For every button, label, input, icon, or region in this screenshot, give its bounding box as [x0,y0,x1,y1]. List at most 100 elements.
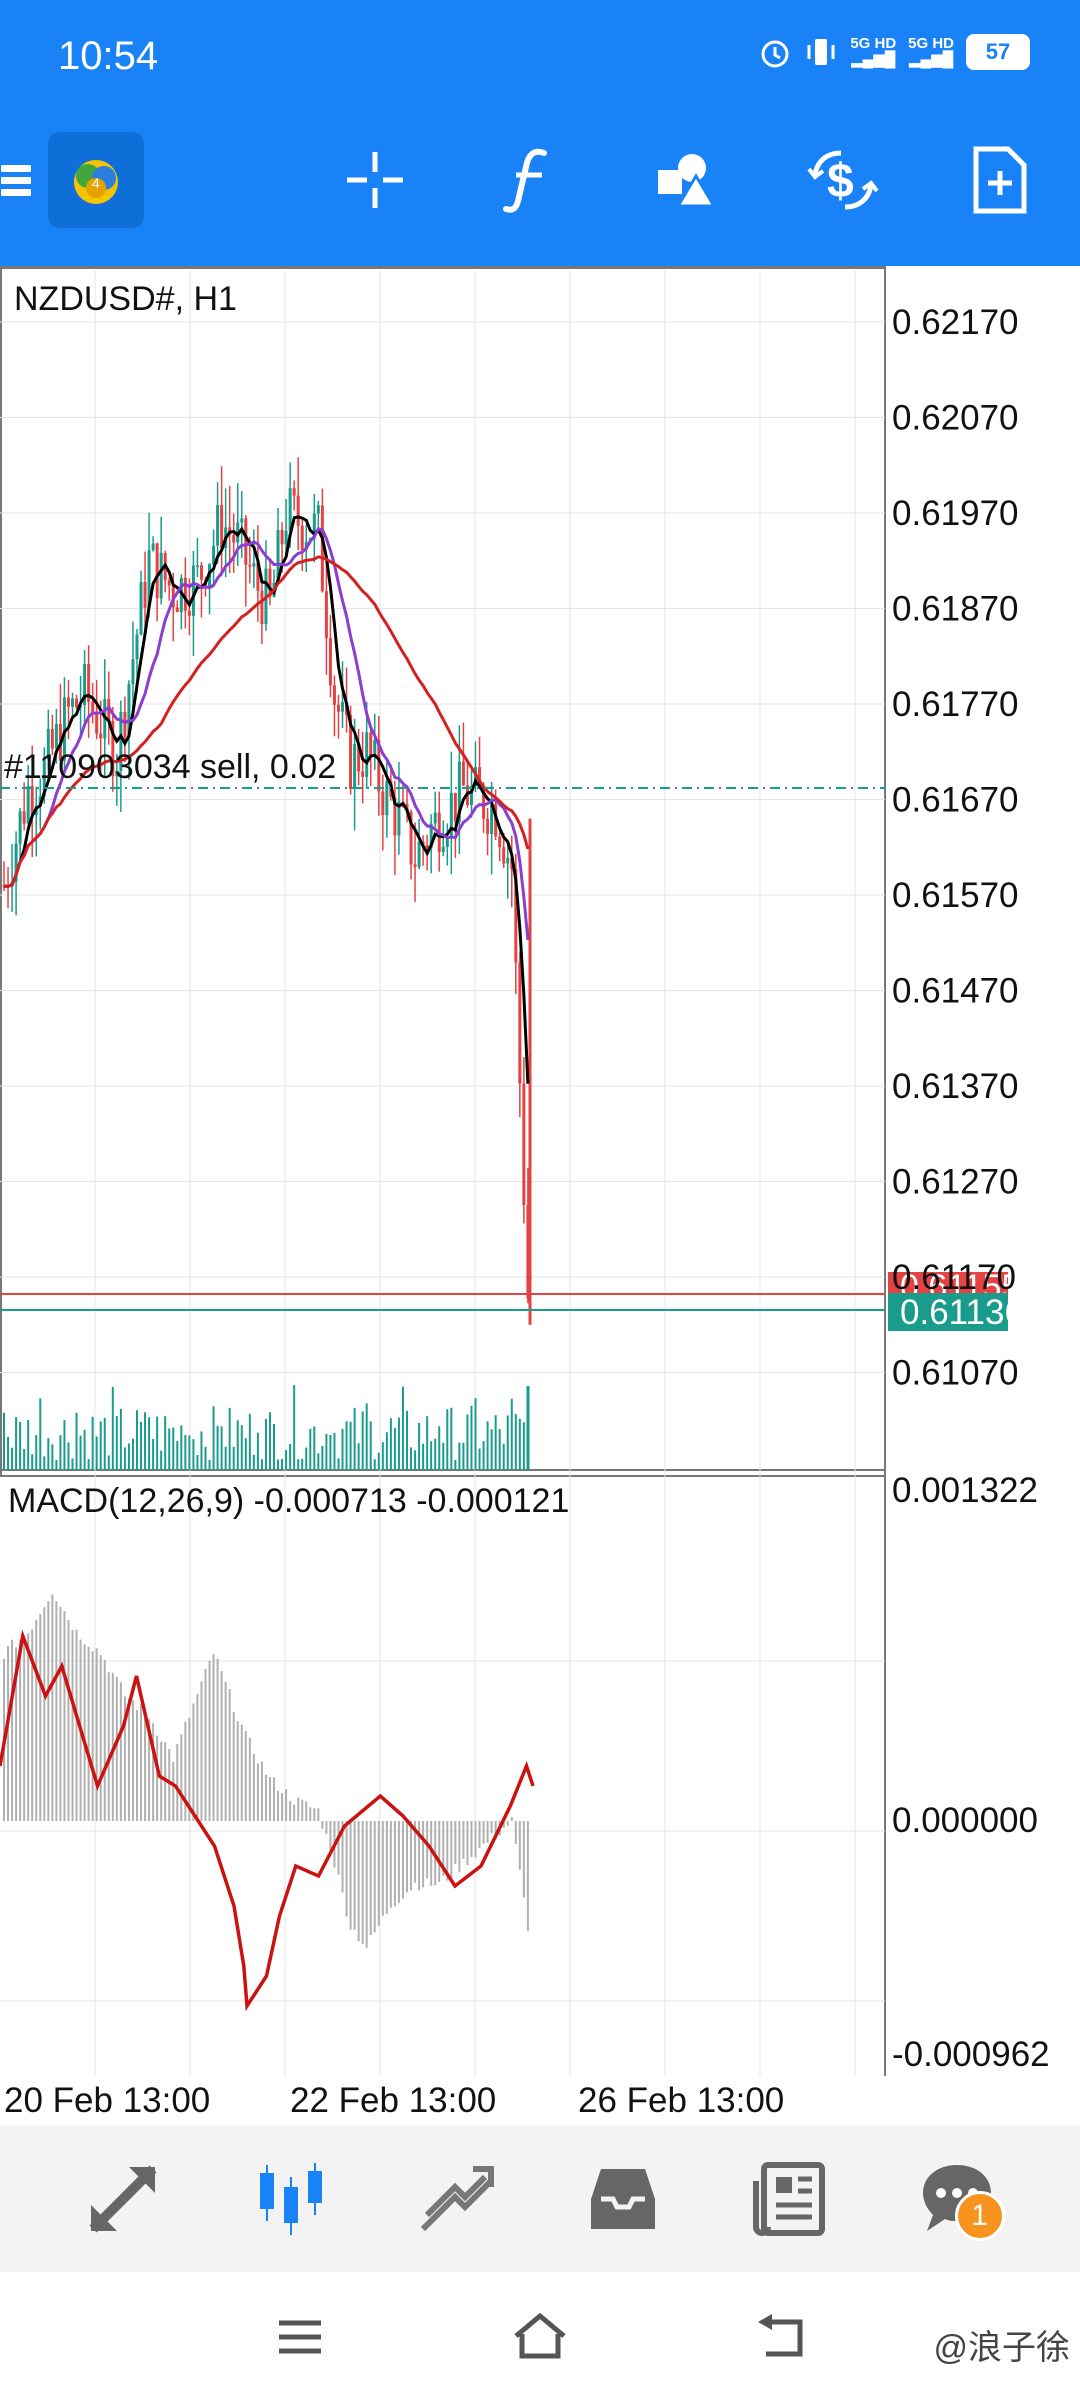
candle-body [288,488,292,531]
candle-body [155,543,159,599]
alarm-icon [761,40,789,68]
system-nav: @浪子徐 [0,2272,1080,2400]
candle-body [83,664,87,706]
candle-body [183,577,187,611]
candle-body [14,843,18,882]
price-label: 0.61970 [892,494,1019,533]
candle-body [409,811,413,865]
candle-body [365,732,369,777]
chart-icon[interactable] [240,2149,340,2249]
price-label: 0.61170 [892,1258,1016,1297]
candle-body [127,684,131,737]
candle-body [498,836,502,848]
candle-body [54,723,58,749]
candle-body [429,823,433,849]
candle-body [349,714,353,789]
recent-apps-icon[interactable] [260,2302,340,2372]
price-label: 0.62170 [892,303,1019,342]
trade-icon[interactable]: $ [798,140,888,220]
candle-body [268,568,272,597]
news-icon[interactable] [740,2149,840,2249]
candle-body [187,610,191,616]
candle-body [75,698,79,708]
bid-price-box [888,1293,1008,1331]
candle-body [91,701,95,713]
candle-body [506,857,510,864]
back-icon[interactable] [740,2302,820,2372]
candle-body [42,759,46,797]
candle-body [151,543,155,551]
candle-body [135,634,139,660]
candle-body [332,685,336,705]
candle-body [457,761,461,822]
network-2: 5G HD ▂▄▆█ [908,35,954,68]
candle-body [320,505,324,592]
symbol-label: NZDUSD#, H1 [14,280,237,318]
candle-body [191,565,195,616]
order-label: #110903034 sell, 0.02 [4,748,336,786]
candle-body [195,565,199,567]
top-bar: 10:54 5G HD ▂▄▆█ 5G HD ▂▄▆█ 57 4 $ [0,0,1080,266]
x-label-3: 26 Feb 13:00 [578,2081,784,2120]
candle-body [216,504,220,546]
bottom-nav: 1 [0,2126,1080,2272]
messages-icon[interactable]: 1 [907,2149,1007,2249]
candle-body [220,504,224,548]
candle-body [514,869,518,963]
candle-body [22,811,26,824]
candle-body [373,739,377,756]
candle-body [486,818,490,834]
metatrader-logo[interactable]: 4 [48,132,144,228]
candle-body [139,582,143,635]
candle-body [522,1083,526,1206]
price-label: 0.61370 [892,1067,1019,1106]
candle-body [336,704,340,712]
price-chart[interactable]: #110903034 sell, 0.02 0.61155 0.61136 NZ… [0,266,1080,2126]
candle-body [123,712,127,737]
status-time: 10:54 [58,34,159,78]
candle-body [62,697,66,761]
candle-body [300,525,304,551]
candle-body [381,791,385,816]
candle-body [260,590,264,625]
objects-icon[interactable] [642,140,732,220]
candle-body [296,495,300,526]
candle-body [502,847,506,864]
candle-body [280,530,284,545]
new-order-icon[interactable] [955,140,1045,220]
candle-body [461,761,465,786]
candle-body [232,534,236,543]
candle-body [377,739,381,792]
candle-body [353,743,357,789]
candle-body [143,582,147,608]
candle-body [469,786,473,806]
candle-body [252,563,256,567]
chart-area[interactable]: #110903034 sell, 0.02 0.61155 0.61136 NZ… [0,266,1080,2126]
macd-level-top: 0.001322 [892,1471,1038,1510]
candle-body [369,732,373,756]
candle-body [18,811,22,844]
candle-body [357,743,361,772]
price-label: 0.61570 [892,876,1019,915]
history-icon[interactable] [573,2149,673,2249]
crosshair-icon[interactable] [330,140,420,220]
quotes-icon[interactable] [73,2149,173,2249]
price-label: 0.62070 [892,399,1019,438]
macd-label: MACD(12,26,9) -0.000713 -0.000121 [8,1482,569,1520]
battery-indicator: 57 [966,34,1030,70]
macd-level-bottom: -0.000962 [892,2035,1050,2074]
candle-body [518,962,522,1084]
candle-body [46,728,50,760]
candle-body [341,702,345,712]
home-icon[interactable] [500,2302,580,2372]
ma-mid-line [3,527,530,941]
candle-body [453,792,457,822]
menu-icon[interactable] [0,140,32,220]
indicators-icon[interactable] [485,140,575,220]
status-icons: 5G HD ▂▄▆█ 5G HD ▂▄▆█ 57 [758,34,1030,70]
candle-body [490,804,494,834]
trade-nav-icon[interactable] [407,2149,507,2249]
candle-body [175,607,179,613]
candle-body [256,563,260,591]
candle-body [417,841,421,868]
